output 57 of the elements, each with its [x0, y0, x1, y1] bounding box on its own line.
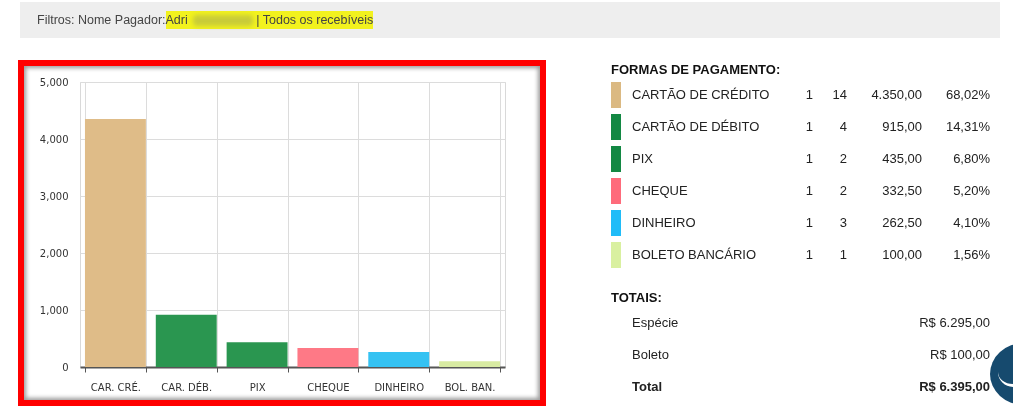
- text: 6,80%: [953, 151, 990, 167]
- y-tick-label: 1,000: [39, 304, 69, 316]
- text: R$ 6.395,00: [919, 379, 990, 395]
- text: 1,56%: [953, 247, 990, 263]
- y-tick-label: 5,000: [39, 76, 69, 88]
- bar: [84, 119, 146, 367]
- text: 3: [839, 215, 847, 231]
- text: FORMAS DE PAGAMENTO:: [611, 62, 781, 77]
- text: 1: [805, 87, 813, 103]
- category-label: Boleto: [632, 347, 669, 363]
- text: 14,31%: [945, 119, 990, 135]
- category-label: CARTÃO DE DÉBITO: [632, 119, 760, 135]
- text: 4: [839, 119, 847, 135]
- text: 100,00: [882, 247, 922, 263]
- text: 68,02%: [945, 87, 990, 103]
- bar: [226, 342, 288, 367]
- text: 5,20%: [953, 183, 990, 199]
- text: 435,00: [882, 151, 922, 167]
- x-tick-label: DINHEIRO: [374, 381, 425, 393]
- y-tick-label: 3,000: [39, 190, 69, 202]
- text: 4,10%: [953, 215, 990, 231]
- x-tick-label: BOL. BAN.: [444, 381, 496, 393]
- y-tick-label: 0: [62, 361, 69, 373]
- text: 1: [805, 119, 813, 135]
- y-tick-label: 2,000: [39, 247, 69, 259]
- category-label: BOLETO BANCÁRIO: [632, 247, 757, 263]
- category-label: Total: [632, 379, 663, 395]
- bar: [439, 361, 501, 367]
- text: 332,50: [882, 183, 922, 199]
- text: 4.350,00: [871, 87, 922, 103]
- text: 2: [839, 183, 847, 199]
- text: R$ 6.295,00: [919, 315, 990, 331]
- x-tick-label: CAR. CRÉ.: [90, 380, 142, 393]
- bar: [368, 352, 430, 367]
- text: Filtros: Nome Pagador:: [37, 13, 166, 27]
- text: 262,50: [882, 215, 922, 231]
- text: 2: [839, 151, 847, 167]
- text: R$ 100,00: [930, 347, 990, 363]
- category-label: Espécie: [632, 315, 679, 331]
- x-tick-label: CHEQUE: [307, 381, 350, 393]
- y-tick-label: 4,000: [39, 133, 69, 145]
- text: 1: [805, 215, 813, 231]
- category-label: DINHEIRO: [632, 215, 696, 231]
- x-tick-label: CAR. DÉB.: [161, 380, 213, 393]
- bar: [155, 314, 217, 367]
- text: 14: [832, 87, 847, 103]
- category-label: CARTÃO DE CRÉDITO: [632, 87, 770, 103]
- text: 915,00: [882, 119, 922, 135]
- category-label: PIX: [632, 151, 653, 167]
- text: TOTAIS:: [611, 290, 662, 305]
- text: 1: [805, 183, 813, 199]
- text: 1: [839, 247, 847, 263]
- text: 1: [805, 151, 813, 167]
- x-tick-label: PIX: [249, 381, 266, 393]
- text: 1: [805, 247, 813, 263]
- bar: [297, 348, 359, 367]
- category-label: CHEQUE: [632, 183, 688, 199]
